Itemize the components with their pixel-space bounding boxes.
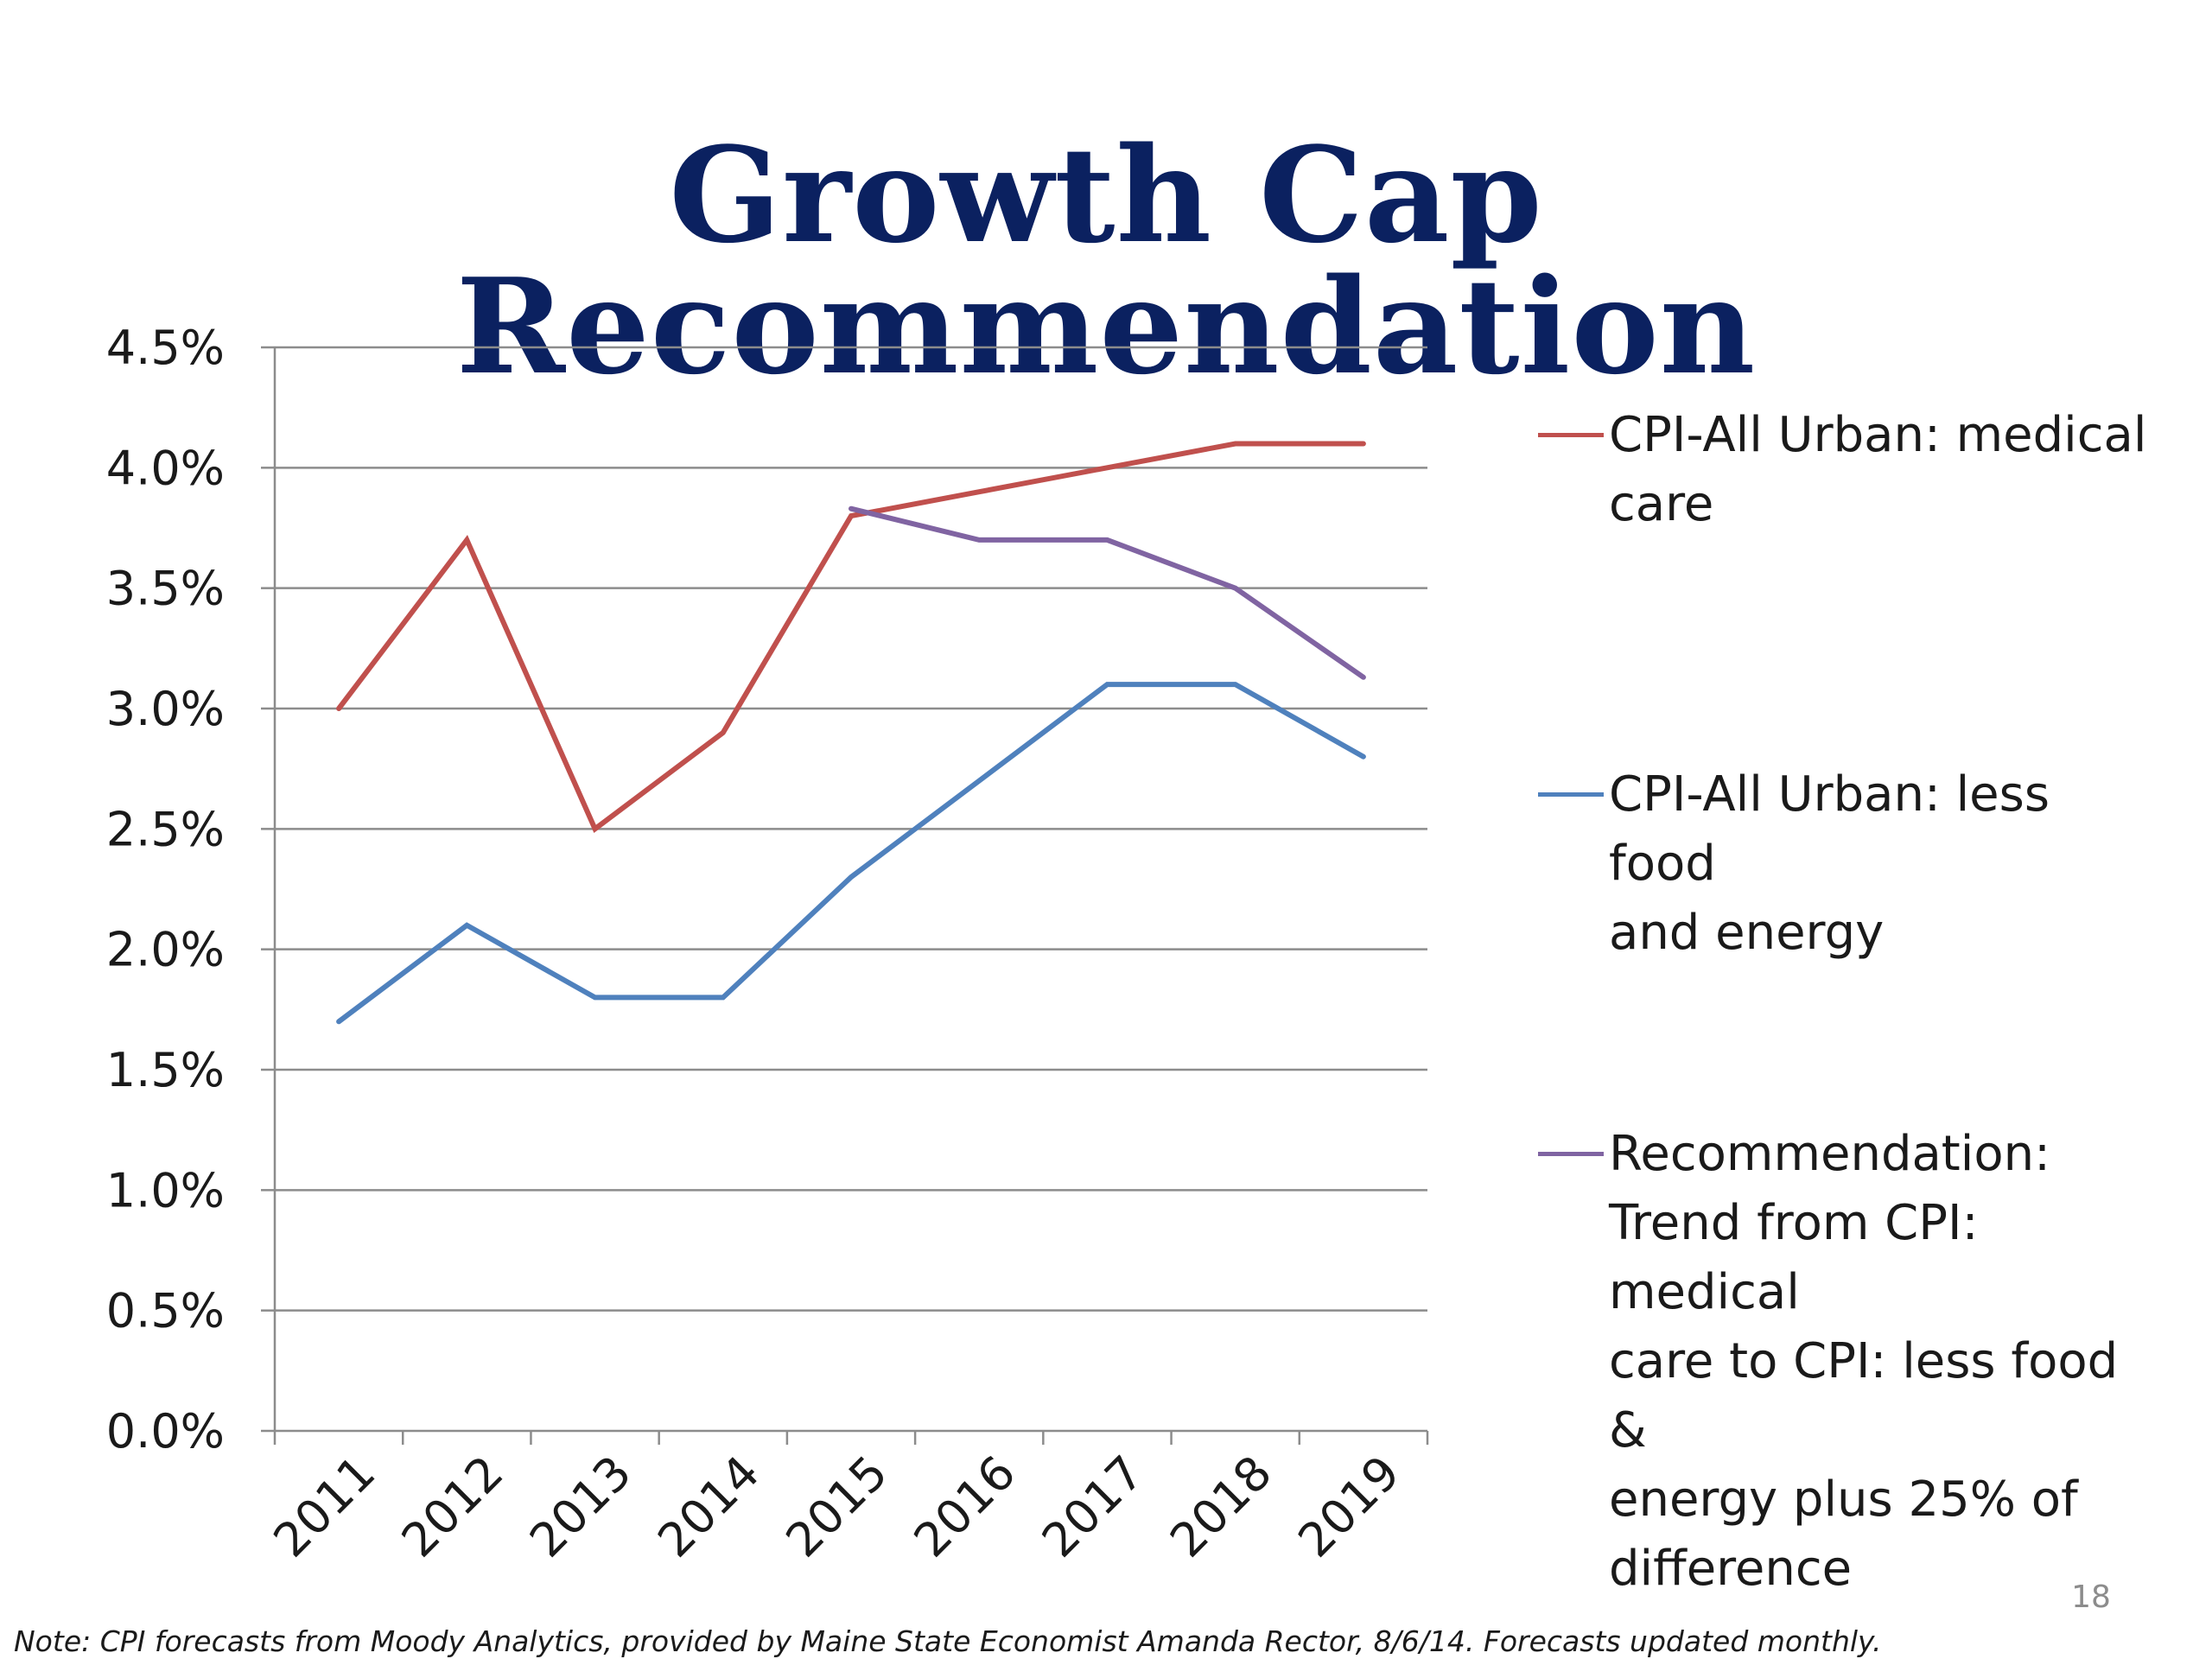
axes bbox=[261, 346, 1429, 1445]
series-lines bbox=[336, 441, 1366, 1025]
y-tick-label: 1.5% bbox=[106, 1043, 225, 1097]
y-tick-label: 3.0% bbox=[106, 682, 225, 736]
x-tick-label: 2012 bbox=[391, 1446, 514, 1568]
y-tick-label: 2.0% bbox=[106, 923, 225, 977]
x-tick-label: 2016 bbox=[904, 1446, 1027, 1568]
legend-label-line: and energy bbox=[1609, 905, 1885, 961]
legend-label-line: CPI-All Urban: medical bbox=[1609, 407, 2147, 463]
y-tick-label: 0.5% bbox=[106, 1284, 225, 1338]
y-tick-label: 0.0% bbox=[106, 1404, 225, 1459]
x-tick-label: 2019 bbox=[1287, 1446, 1410, 1568]
legend-label-less-food-energy: CPI-All Urban: less food and energy bbox=[1609, 760, 2171, 968]
y-tick-label: 4.0% bbox=[106, 441, 225, 495]
y-tick-label: 4.5% bbox=[106, 321, 225, 375]
x-tick-label: 2013 bbox=[519, 1446, 642, 1568]
footnote: Note: CPI forecasts from Moody Analytics… bbox=[14, 1624, 1882, 1658]
y-tick-label: 1.0% bbox=[106, 1163, 225, 1217]
y-tick-label: 3.5% bbox=[106, 562, 225, 616]
legend-label-line: care bbox=[1609, 476, 1714, 532]
x-tick-label: 2014 bbox=[647, 1446, 770, 1568]
series-line-2 bbox=[849, 505, 1366, 680]
y-axis-tick-labels: 0.0% 0.5% 1.0% 1.5% 2.0% 2.5% 3.0% 3.5% 4.0% 4.5% bbox=[106, 321, 225, 1459]
y-tick-label: 2.5% bbox=[106, 802, 225, 856]
legend-label-line: Recommendation: bbox=[1609, 1126, 2050, 1182]
series-line-0 bbox=[336, 441, 1366, 833]
legend-label-line: care to CPI: less food & bbox=[1609, 1333, 2119, 1459]
x-tick-label: 2018 bbox=[1160, 1446, 1282, 1568]
legend-label-recommendation: Recommendation: Trend from CPI: medical … bbox=[1609, 1120, 2171, 1604]
legend-label-medical-care: CPI-All Urban: medical care bbox=[1609, 401, 2171, 539]
legend-swatch-recommendation bbox=[1538, 1152, 1604, 1156]
x-tick-label: 2017 bbox=[1032, 1446, 1154, 1568]
legend-label-line: energy plus 25% of bbox=[1609, 1471, 2078, 1528]
legend-swatch-medical-care bbox=[1538, 433, 1604, 437]
x-tick-label: 2011 bbox=[264, 1446, 386, 1568]
gridlines bbox=[275, 346, 1427, 1312]
slide-title: Growth Cap Recommendation bbox=[455, 118, 1757, 404]
legend-label-line: Trend from CPI: medical bbox=[1609, 1195, 1979, 1320]
legend-swatch-less-food-energy bbox=[1538, 792, 1604, 797]
legend-label-line: CPI-All Urban: less food bbox=[1609, 766, 2050, 892]
x-axis-tick-labels: 2011 2012 2013 2014 2015 2016 2017 2018 2019 bbox=[264, 1446, 1411, 1568]
x-tick-label: 2015 bbox=[775, 1446, 898, 1568]
page-number: 18 bbox=[2071, 1580, 2111, 1615]
series-line-1 bbox=[336, 682, 1366, 1025]
legend-label-line: difference bbox=[1609, 1541, 1853, 1597]
